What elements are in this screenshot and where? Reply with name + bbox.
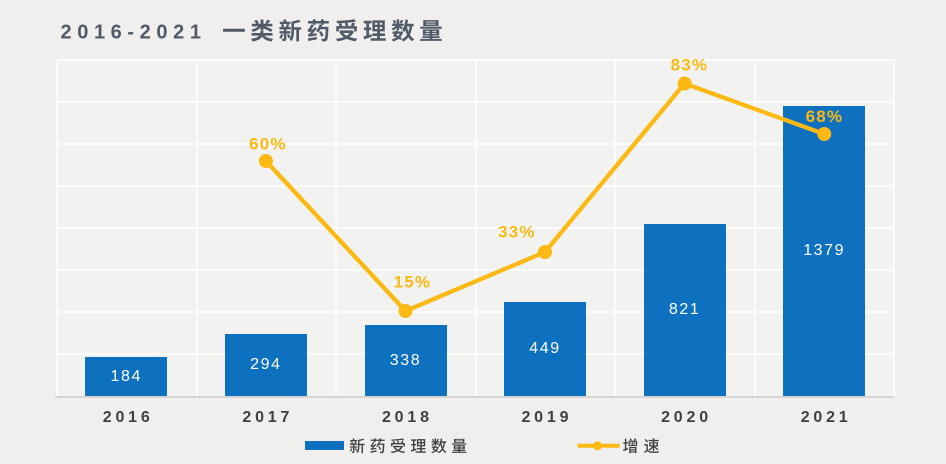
- svg-text:2016-2021: 2016-2021: [61, 21, 207, 43]
- svg-text:33%: 33%: [498, 223, 536, 242]
- svg-text:60%: 60%: [249, 135, 287, 154]
- svg-text:15%: 15%: [394, 273, 432, 292]
- svg-text:68%: 68%: [806, 107, 844, 126]
- svg-text:83%: 83%: [671, 56, 709, 75]
